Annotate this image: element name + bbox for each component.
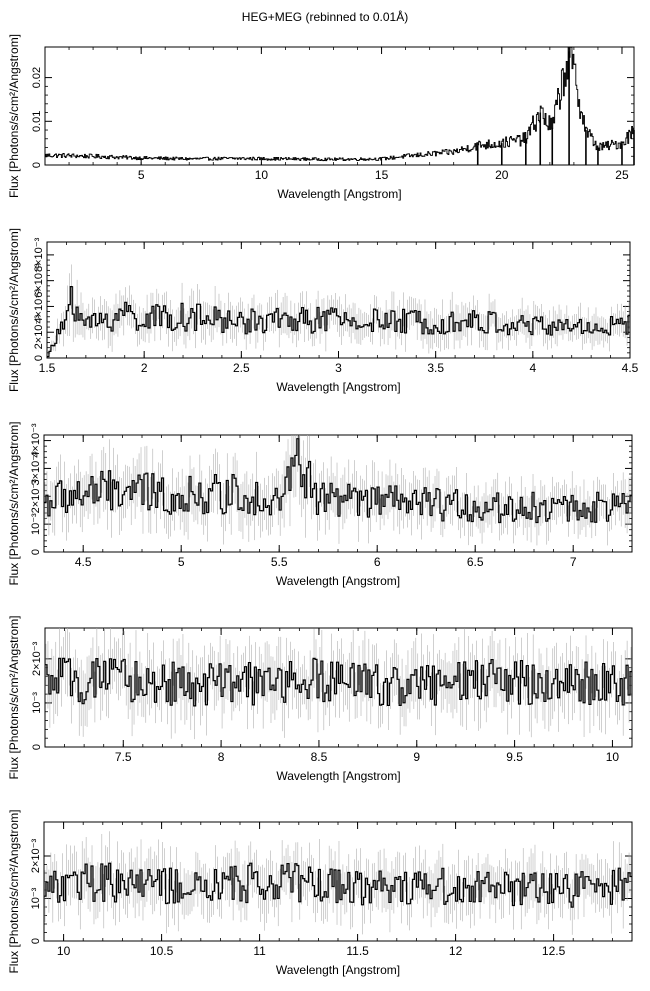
x-tick-label: 4 <box>529 361 536 375</box>
x-tick-label: 10 <box>606 750 620 764</box>
y-tick-label: 2×10⁻³ <box>30 479 42 514</box>
x-tick-label: 1.5 <box>39 361 56 375</box>
x-tick-label: 12.5 <box>542 944 566 958</box>
y-axis-label: Flux [Photons/s/cm²/Angstrom] <box>7 809 21 973</box>
x-tick-label: 4.5 <box>622 361 639 375</box>
page-title: HEG+MEG (rebinned to 0.01Å) <box>241 10 409 24</box>
x-tick-label: 9.5 <box>506 750 523 764</box>
spectrum-line <box>45 657 632 707</box>
x-tick-label: 9 <box>413 750 420 764</box>
y-tick-label: 4×10⁻³ <box>33 289 45 324</box>
x-axis-label: Wavelength [Angstrom] <box>276 769 400 783</box>
x-axis-label: Wavelength [Angstrom] <box>276 574 400 588</box>
y-tick-label: 0 <box>31 744 43 750</box>
x-tick-label: 5.5 <box>271 555 288 569</box>
error-bars <box>47 264 630 358</box>
x-tick-label: 25 <box>615 168 629 182</box>
x-axis-label: Wavelength [Angstrom] <box>276 963 400 977</box>
x-axis-label: Wavelength [Angstrom] <box>276 380 400 394</box>
x-tick-label: 3 <box>335 361 342 375</box>
x-tick-label: 20 <box>495 168 509 182</box>
x-tick-label: 12 <box>449 944 463 958</box>
spectrum-line <box>44 862 632 908</box>
spectrum-line <box>45 46 634 162</box>
y-tick-label: 2×10⁻³ <box>31 641 43 676</box>
y-tick-label: 10⁻³ <box>30 513 42 535</box>
y-tick-label: 0 <box>30 938 42 944</box>
y-axis-label: Flux [Photons/s/cm²/Angstrom] <box>7 34 21 198</box>
x-tick-label: 8 <box>218 750 225 764</box>
y-tick-label: 8×10⁻³ <box>33 237 45 272</box>
plot-frame <box>46 241 631 359</box>
x-tick-label: 2 <box>141 361 148 375</box>
x-tick-label: 5 <box>178 555 185 569</box>
x-tick-label: 11 <box>253 944 266 958</box>
y-tick-label: 0.01 <box>31 111 43 132</box>
x-tick-label: 6.5 <box>467 555 484 569</box>
x-tick-label: 15 <box>375 168 389 182</box>
plot-frame <box>44 46 635 166</box>
y-axis-label: Flux [Photons/s/cm²/Angstrom] <box>7 615 21 779</box>
y-tick-label: 0.02 <box>31 67 43 88</box>
y-tick-label: 0 <box>31 162 43 168</box>
x-tick-label: 5 <box>138 168 145 182</box>
spectrum-line <box>44 438 632 524</box>
y-tick-label: 0 <box>30 549 42 555</box>
x-axis-label: Wavelength [Angstrom] <box>277 187 401 201</box>
x-tick-label: 11.5 <box>346 944 369 958</box>
y-tick-label: 2×10⁻³ <box>30 839 42 874</box>
y-tick-label: 10⁻³ <box>30 887 42 909</box>
spectrum-panel-4: 7.5 8 8.5 9 9.5 10 0 10⁻³ 2×10⁻³ Wavelength [Angs… <box>7 615 633 783</box>
x-tick-label: 8.5 <box>311 750 328 764</box>
plot-frame <box>44 627 633 748</box>
y-axis-label: Flux [Photons/s/cm²/Angstrom] <box>7 228 21 392</box>
y-tick-label: 0 <box>33 355 45 361</box>
x-tick-label: 7.5 <box>115 750 132 764</box>
y-tick-label: 2×10⁻³ <box>33 315 45 350</box>
spectrum-panel-3: 4.5 5 5.5 6 6.5 7 0 10⁻³2×10⁻³3×10⁻³4×10⁻³ Wavel… <box>7 421 633 588</box>
spectrum-panel-2: 1.5 2 2.5 3 3.5 4 4.5 0 2×10⁻³4×10⁻³6×10⁻³8×10⁻³… <box>7 228 639 394</box>
spectrum-panel-5: 10 10.5 11 11.5 12 12.5 0 10⁻³ 2×10⁻³ Wavelength … <box>7 809 633 977</box>
y-tick-label: 6×10⁻³ <box>33 263 45 298</box>
x-tick-label: 10 <box>255 168 269 182</box>
y-tick-label: 10⁻³ <box>31 692 43 714</box>
x-tick-label: 2.5 <box>233 361 250 375</box>
x-tick-label: 3.5 <box>427 361 444 375</box>
x-tick-label: 6 <box>374 555 381 569</box>
x-tick-label: 7 <box>570 555 577 569</box>
x-tick-label: 10.5 <box>150 944 174 958</box>
y-tick-label: 4×10⁻³ <box>30 423 42 458</box>
spectrum-panel-1: 5 10 15 20 25 0 0.01 0.02 Wavelength [Angstrom] F… <box>7 34 635 201</box>
x-tick-label: 10 <box>57 944 71 958</box>
spectrum-line <box>47 286 630 358</box>
y-tick-label: 3×10⁻³ <box>30 451 42 486</box>
y-axis-label: Flux [Photons/s/cm²/Angstrom] <box>7 421 21 585</box>
x-tick-label: 4.5 <box>75 555 92 569</box>
